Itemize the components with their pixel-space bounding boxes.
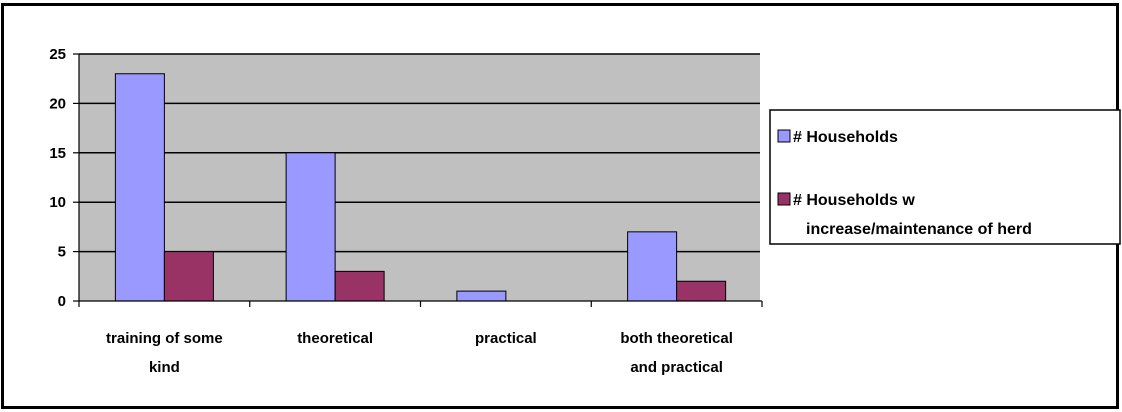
x-category-label: theoretical	[297, 330, 373, 347]
bar-households-0	[114, 73, 165, 302]
y-tick-label: 0	[58, 293, 66, 310]
legend-box	[769, 109, 1121, 245]
y-axis-ticks: 0 5 10 15 20 25	[49, 46, 66, 310]
x-category-label: both theoretical	[620, 330, 733, 347]
bar-households-2	[456, 290, 507, 302]
y-tick-label: 25	[49, 46, 66, 63]
bar-households-herd-1	[334, 270, 385, 302]
x-axis-categories: training of some kind theoretical practical…	[106, 330, 733, 376]
legend-swatch	[777, 129, 791, 143]
bar-households-3	[627, 231, 678, 302]
x-category-label: and practical	[630, 359, 723, 376]
y-tick-label: 15	[49, 145, 66, 162]
legend: # Households # Households w increase/maint…	[769, 109, 1121, 245]
legend-swatch	[777, 192, 791, 206]
bar-households-1	[285, 152, 336, 302]
x-category-label: kind	[149, 359, 180, 376]
legend-label: increase/maintenance of herd	[806, 221, 1032, 238]
x-category-label: practical	[475, 330, 537, 347]
axes	[73, 53, 763, 307]
y-tick-label: 10	[49, 194, 66, 211]
gridlines	[79, 53, 760, 253]
legend-label: # Households	[793, 129, 898, 146]
x-category-label: training of some	[106, 330, 223, 347]
y-tick-label: 5	[58, 244, 66, 261]
y-tick-label: 20	[49, 95, 66, 112]
bar-households-herd-0	[163, 251, 214, 302]
legend-label: # Households w	[793, 192, 915, 209]
bars	[114, 73, 727, 302]
bar-households-herd-3	[676, 280, 727, 302]
